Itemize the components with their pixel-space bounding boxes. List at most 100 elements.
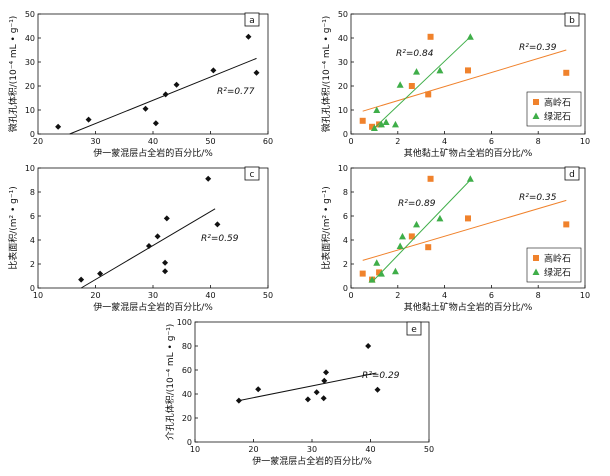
panel-tag-label: b xyxy=(569,16,575,26)
data-point xyxy=(373,259,381,266)
x-tick-label: 50 xyxy=(424,445,434,454)
data-point xyxy=(382,118,390,125)
x-tick-label: 6 xyxy=(489,291,494,300)
y-tick-label: 2 xyxy=(30,260,35,269)
data-point xyxy=(408,233,415,240)
x-tick-label: 6 xyxy=(489,137,494,146)
y-axis-title: 介孔孔体积/(10⁻⁴ mL • g⁻¹) xyxy=(164,324,176,441)
data-point xyxy=(359,117,366,124)
x-axis-title: 其他黏土矿物占全岩的百分比/% xyxy=(404,147,533,159)
panel-tag-label: d xyxy=(569,170,575,180)
y-tick-label: 40 xyxy=(25,34,35,43)
y-axis-title: 微孔孔体积/(10⁻⁴ mL • g⁻¹) xyxy=(7,16,19,133)
data-point xyxy=(376,121,383,128)
data-point xyxy=(235,397,242,404)
x-tick-label: 30 xyxy=(307,445,317,454)
x-tick-label: 4 xyxy=(442,137,447,146)
panel-tag-box xyxy=(406,321,422,336)
x-tick-label: 20 xyxy=(248,445,258,454)
data-point xyxy=(391,267,399,275)
fit-line xyxy=(362,199,567,261)
x-tick-label: 60 xyxy=(263,137,273,146)
data-point xyxy=(373,106,381,113)
data-point xyxy=(466,175,474,182)
fit-line xyxy=(238,372,377,402)
data-point xyxy=(427,33,434,40)
x-tick-label: 0 xyxy=(348,291,353,300)
y-tick-label: 8 xyxy=(343,188,348,197)
panel-tag-box xyxy=(564,12,580,27)
data-point xyxy=(408,83,415,89)
legend-label: 绿泥石 xyxy=(544,111,571,123)
panel-tag-label: a xyxy=(249,16,255,26)
y-tick-label: 0 xyxy=(343,130,348,139)
x-tick-label: 20 xyxy=(90,291,100,300)
data-point xyxy=(97,270,104,277)
panel-tag: d xyxy=(564,166,580,181)
panel-tag: c xyxy=(244,166,260,181)
y-tick-label: 40 xyxy=(338,34,348,43)
data-point xyxy=(214,221,221,228)
series-高岭石: R²=0.39 xyxy=(359,33,570,130)
data-point xyxy=(162,91,169,98)
panel-e: 10 20 30 40 50 0 20 40 60 80 100 伊一蒙混层占全岩的百分比/% 介孔孔体… xyxy=(164,318,434,467)
y-tick-label: 0 xyxy=(187,438,192,447)
x-tick-label: 10 xyxy=(580,291,590,300)
x-tick-label: 50 xyxy=(205,137,215,146)
data-point xyxy=(427,175,434,182)
data-point xyxy=(377,120,385,128)
y-tick-label: 0 xyxy=(30,284,35,293)
x-tick-label: 50 xyxy=(263,291,273,300)
plot-frame xyxy=(350,167,586,289)
series-绿泥石: R²=0.84 xyxy=(370,33,474,131)
fit-line xyxy=(374,36,471,129)
x-tick-label: 10 xyxy=(580,137,590,146)
data-point xyxy=(425,244,432,251)
y-tick-label: 10 xyxy=(338,106,348,115)
x-axis-title: 伊一蒙混层占全岩的百分比/% xyxy=(252,455,372,467)
y-tick-label: 40 xyxy=(182,390,192,399)
y-tick-label: 30 xyxy=(338,58,348,67)
data-point xyxy=(413,220,421,228)
data-point xyxy=(85,116,92,123)
x-tick-label: 40 xyxy=(148,137,158,146)
data-point xyxy=(563,69,570,76)
legend-marker xyxy=(533,99,539,105)
data-point xyxy=(321,377,328,384)
data-point xyxy=(154,233,161,240)
fit-line xyxy=(371,179,471,283)
data-point xyxy=(162,268,169,275)
data-point xyxy=(55,123,62,130)
data-point xyxy=(391,120,399,128)
y-axis-title: 比表面积/(m² • g⁻¹) xyxy=(320,186,332,270)
panel-tag: a xyxy=(244,12,260,27)
y-tick-label: 20 xyxy=(25,82,35,91)
data-point xyxy=(465,67,471,74)
data-point xyxy=(436,66,444,74)
data-point xyxy=(162,259,169,266)
data-point xyxy=(563,221,570,228)
y-tick-label: 20 xyxy=(338,82,348,91)
y-tick-label: 6 xyxy=(343,212,348,221)
data-point xyxy=(465,215,471,222)
y-tick-label: 10 xyxy=(25,164,35,173)
y-tick-label: 30 xyxy=(25,58,35,67)
x-tick-label: 20 xyxy=(33,137,43,146)
data-point xyxy=(396,242,404,249)
data-point xyxy=(425,91,432,98)
y-tick-label: 20 xyxy=(182,414,192,423)
legend-label: 绿泥石 xyxy=(544,267,571,279)
x-tick-label: 4 xyxy=(442,291,447,300)
data-point xyxy=(413,68,421,75)
y-axis-title: 比表面积/(m² • g⁻¹) xyxy=(7,186,19,270)
series-data: R²=0.77 xyxy=(55,33,260,135)
panel-tag-box xyxy=(564,166,580,181)
data-point xyxy=(142,105,149,112)
x-tick-label: 40 xyxy=(205,291,215,300)
plot-frame xyxy=(37,167,269,289)
y-tick-label: 0 xyxy=(343,284,348,293)
fit-line xyxy=(80,208,216,289)
data-point xyxy=(370,124,378,131)
fit-line xyxy=(69,57,257,135)
